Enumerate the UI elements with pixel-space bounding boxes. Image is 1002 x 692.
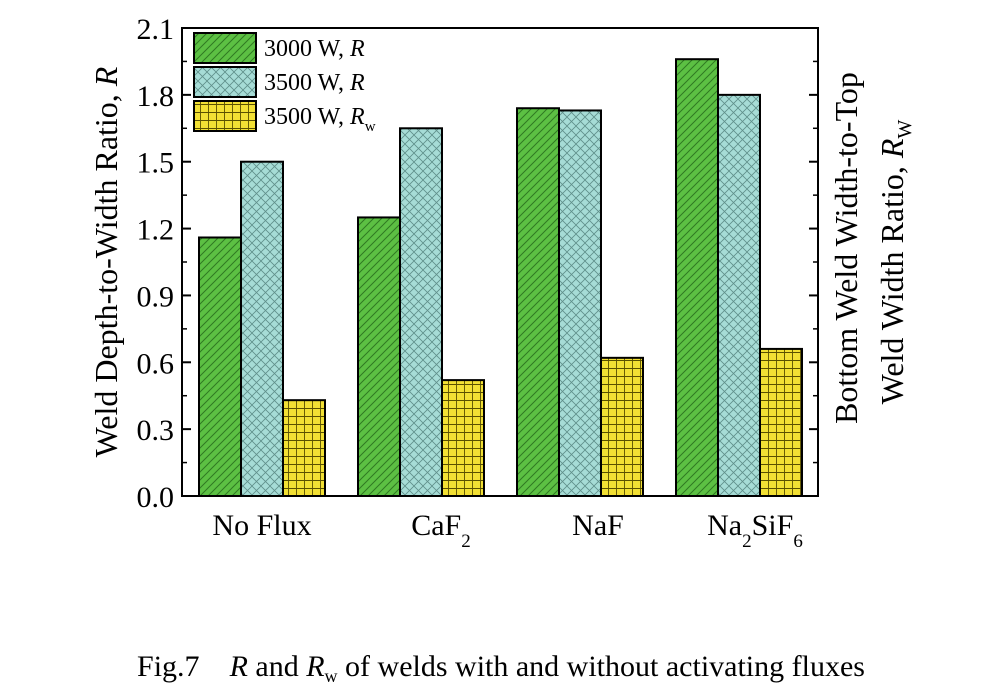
caption-and: and <box>247 650 307 683</box>
legend-swatch-2 <box>193 66 257 98</box>
bar-na2sif6-series-2 <box>717 93 761 497</box>
legend-label-1: 3000 W, R <box>264 36 365 62</box>
y-tick-label: 1.8 <box>137 80 175 113</box>
bar-no-flux-series-2 <box>240 160 284 497</box>
figure-caption: Fig.7 R and Rw of welds with and without… <box>0 650 1002 687</box>
bar-no-flux-series-1 <box>198 236 242 497</box>
x-tick-label-na2sif6: Na2SiF6 <box>707 509 803 552</box>
y-tick-label: 0.6 <box>137 347 175 380</box>
bar-caf2-series-3 <box>441 379 485 497</box>
bar-caf2-series-1 <box>357 216 401 498</box>
y-tick-label: 2.1 <box>137 13 175 46</box>
axis-labels: Weld Depth-to-Width Ratio, R Bottom Weld … <box>88 66 916 457</box>
caption-prefix: Fig.7 <box>137 650 200 683</box>
caption-rest: of welds with and without activating flu… <box>337 650 865 683</box>
y-tick-label: 0.3 <box>137 414 175 447</box>
y-tick-label: 0.0 <box>137 481 175 514</box>
y2-axis-label-line1: Bottom Weld Width-to-Top <box>828 72 864 424</box>
x-tick-label-caf2: CaF2 <box>411 509 471 552</box>
y-tick-label: 1.5 <box>137 147 175 180</box>
bar-naf-series-2 <box>558 109 602 497</box>
x-tick-label-no-flux: No Flux <box>212 509 311 542</box>
caption-r: R <box>229 650 248 683</box>
y2-axis-label-line2: Weld Width Ratio, RW <box>874 120 916 405</box>
legend-label-2: 3500 W, R <box>264 70 365 96</box>
caption-rw: R <box>306 650 325 683</box>
y-tick-label: 0.9 <box>137 280 175 313</box>
bars-layer <box>198 58 803 498</box>
bar-na2sif6-series-1 <box>675 58 719 497</box>
axes-layer: 0.0 0.3 0.6 0.9 1.2 1.5 1.8 2.1 No Flux CaF2 NaF Na… <box>137 13 819 552</box>
caption-rw-sub: w <box>324 666 338 686</box>
y-tick-label: 1.2 <box>137 214 175 247</box>
caption-gap <box>200 650 230 683</box>
x-tick-label-naf: NaF <box>572 509 624 542</box>
legend-label-3: 3500 W, Rw <box>264 104 376 135</box>
legend: 3000 W, R 3500 W, R 3500 W, Rw <box>193 32 376 135</box>
bar-naf-series-3 <box>600 356 644 498</box>
bar-naf-series-1 <box>516 107 560 497</box>
bar-chart: 0.0 0.3 0.6 0.9 1.2 1.5 1.8 2.1 No Flux CaF2 NaF Na… <box>88 13 916 552</box>
bar-caf2-series-2 <box>399 127 443 498</box>
y-axis-label: Weld Depth-to-Width Ratio, R <box>88 66 124 457</box>
legend-swatch-3 <box>193 100 257 132</box>
legend-swatch-1 <box>193 32 257 64</box>
bar-na2sif6-series-3 <box>759 347 803 497</box>
bar-no-flux-series-3 <box>282 399 326 497</box>
